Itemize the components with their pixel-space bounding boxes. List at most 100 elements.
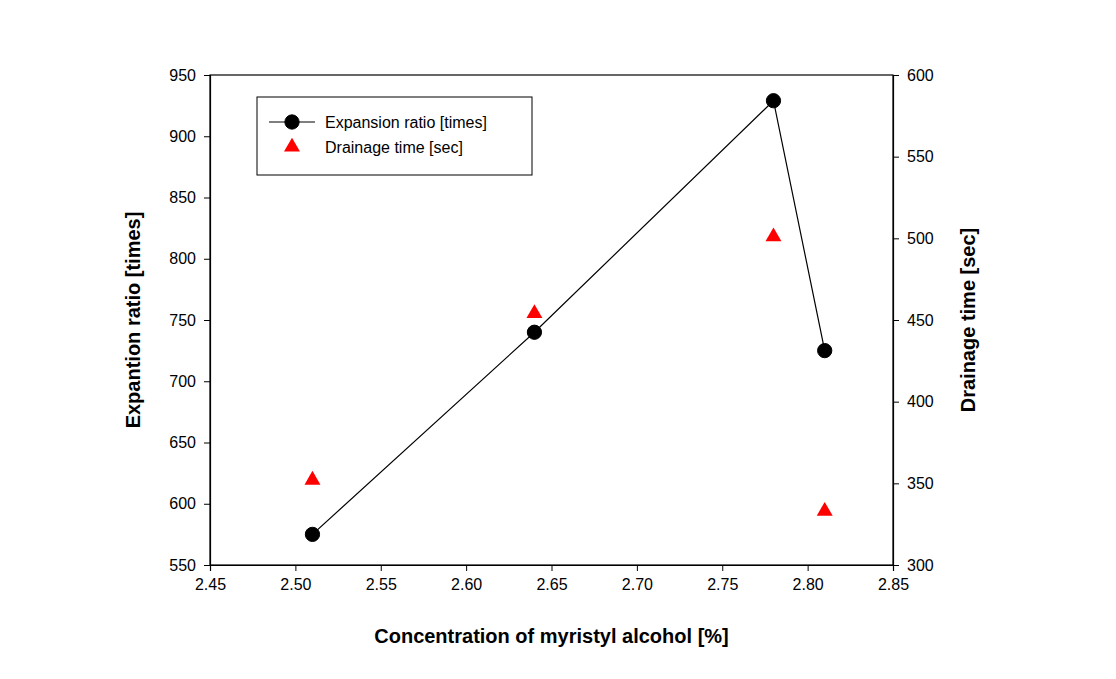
tick-mark (552, 565, 553, 571)
tick: 550 (893, 148, 934, 165)
tick-mark (893, 238, 899, 239)
tick-mark (808, 565, 809, 571)
legend-label: Expansion ratio [times] (325, 114, 487, 131)
legend-marker (284, 138, 300, 152)
legend: Expansion ratio [times] Drainage time [se… (257, 97, 532, 175)
tick-label: 650 (169, 434, 196, 451)
tick: 500 (893, 230, 934, 247)
axis-line (204, 76, 211, 566)
tick: 950 (169, 67, 210, 84)
marker (766, 94, 780, 108)
tick-label: 600 (907, 67, 934, 84)
tick-mark (204, 443, 210, 444)
tick: 650 (169, 434, 210, 451)
tick-label: 500 (907, 230, 934, 247)
axis-line (894, 76, 900, 566)
legend-label: Drainage time [sec] (325, 139, 463, 156)
tick-mark (722, 565, 723, 571)
tick: 450 (893, 312, 934, 329)
tick-mark (893, 402, 899, 403)
tick: 2.80 (793, 565, 824, 593)
tick: 2.45 (195, 565, 226, 593)
tick-label: 900 (169, 128, 196, 145)
tick-label: 550 (169, 557, 196, 574)
tick-label: 350 (907, 475, 934, 492)
tick-label: 2.60 (451, 576, 482, 593)
tick-label: 2.45 (195, 576, 226, 593)
chart: 2.45 2.50 2.55 2.60 2.65 2.70 2.75 2.80 2.85 550 6… (0, 0, 1116, 679)
tick: 2.70 (622, 565, 653, 593)
tick-label: 2.70 (622, 576, 653, 593)
tick-mark (381, 565, 382, 571)
tick: 800 (169, 250, 210, 267)
tick-mark (204, 75, 210, 76)
tick-mark (204, 381, 210, 382)
tick-label: 400 (907, 393, 934, 410)
marker (817, 502, 833, 516)
x-axis: 2.45 2.50 2.55 2.60 2.65 2.70 2.75 2.80 2.85 (195, 565, 909, 593)
tick-label: 2.85 (878, 576, 909, 593)
y2-axis: 300 350 400 450 500 550 600 (893, 67, 934, 574)
axis-line (211, 566, 894, 572)
tick-mark (204, 259, 210, 260)
tick-mark (295, 565, 296, 571)
tick-label: 850 (169, 189, 196, 206)
tick-mark (893, 75, 899, 76)
marker (818, 343, 832, 357)
tick: 2.65 (536, 565, 567, 593)
tick: 600 (169, 495, 210, 512)
tick: 350 (893, 475, 934, 492)
tick-label: 2.80 (793, 576, 824, 593)
tick: 700 (169, 373, 210, 390)
tick-mark (466, 565, 467, 571)
marker (304, 471, 320, 485)
y-axis-title: Expantion ratio [times] (122, 212, 144, 429)
tick: 2.60 (451, 565, 482, 593)
tick-label: 2.75 (707, 576, 738, 593)
tick-label: 450 (907, 312, 934, 329)
tick-mark (893, 320, 899, 321)
legend-marker (285, 115, 299, 129)
y-axis: 550 600 650 700 750 800 850 900 950 (169, 67, 210, 574)
legend-box (257, 97, 532, 175)
x-axis-title: Concentration of myristyl alcohol [%] (374, 625, 728, 647)
legend-entry: Expansion ratio [times] (269, 114, 487, 131)
tick-mark (637, 565, 638, 571)
marker (305, 527, 319, 541)
tick: 2.85 (878, 565, 909, 593)
tick-label: 2.50 (280, 576, 311, 593)
tick: 400 (893, 393, 934, 410)
tick: 550 (169, 557, 210, 574)
tick-label: 2.55 (366, 576, 397, 593)
marker (766, 227, 782, 241)
tick-mark (204, 565, 210, 566)
legend-entry: Drainage time [sec] (284, 138, 463, 156)
tick-mark (893, 483, 899, 484)
plot-frame (210, 75, 893, 565)
tick: 850 (169, 189, 210, 206)
tick-label: 550 (907, 148, 934, 165)
tick: 600 (893, 67, 934, 84)
tick-mark (893, 157, 899, 158)
y2-axis-title: Drainage time [sec] (957, 228, 979, 413)
tick: 2.55 (366, 565, 397, 593)
tick: 750 (169, 312, 210, 329)
tick-label: 2.65 (536, 576, 567, 593)
tick-mark (893, 565, 899, 566)
tick-mark (204, 504, 210, 505)
tick-label: 950 (169, 67, 196, 84)
tick: 300 (893, 557, 934, 574)
tick-label: 700 (169, 373, 196, 390)
tick-mark (204, 320, 210, 321)
tick-mark (204, 136, 210, 137)
plot: 2.45 2.50 2.55 2.60 2.65 2.70 2.75 2.80 2.85 550 6… (169, 67, 934, 594)
tick: 2.75 (707, 565, 738, 593)
series (304, 227, 832, 515)
tick-label: 600 (169, 495, 196, 512)
tick: 900 (169, 128, 210, 145)
tick-label: 300 (907, 557, 934, 574)
tick-label: 800 (169, 250, 196, 267)
tick-mark (204, 198, 210, 199)
tick-label: 750 (169, 312, 196, 329)
marker (527, 325, 541, 339)
